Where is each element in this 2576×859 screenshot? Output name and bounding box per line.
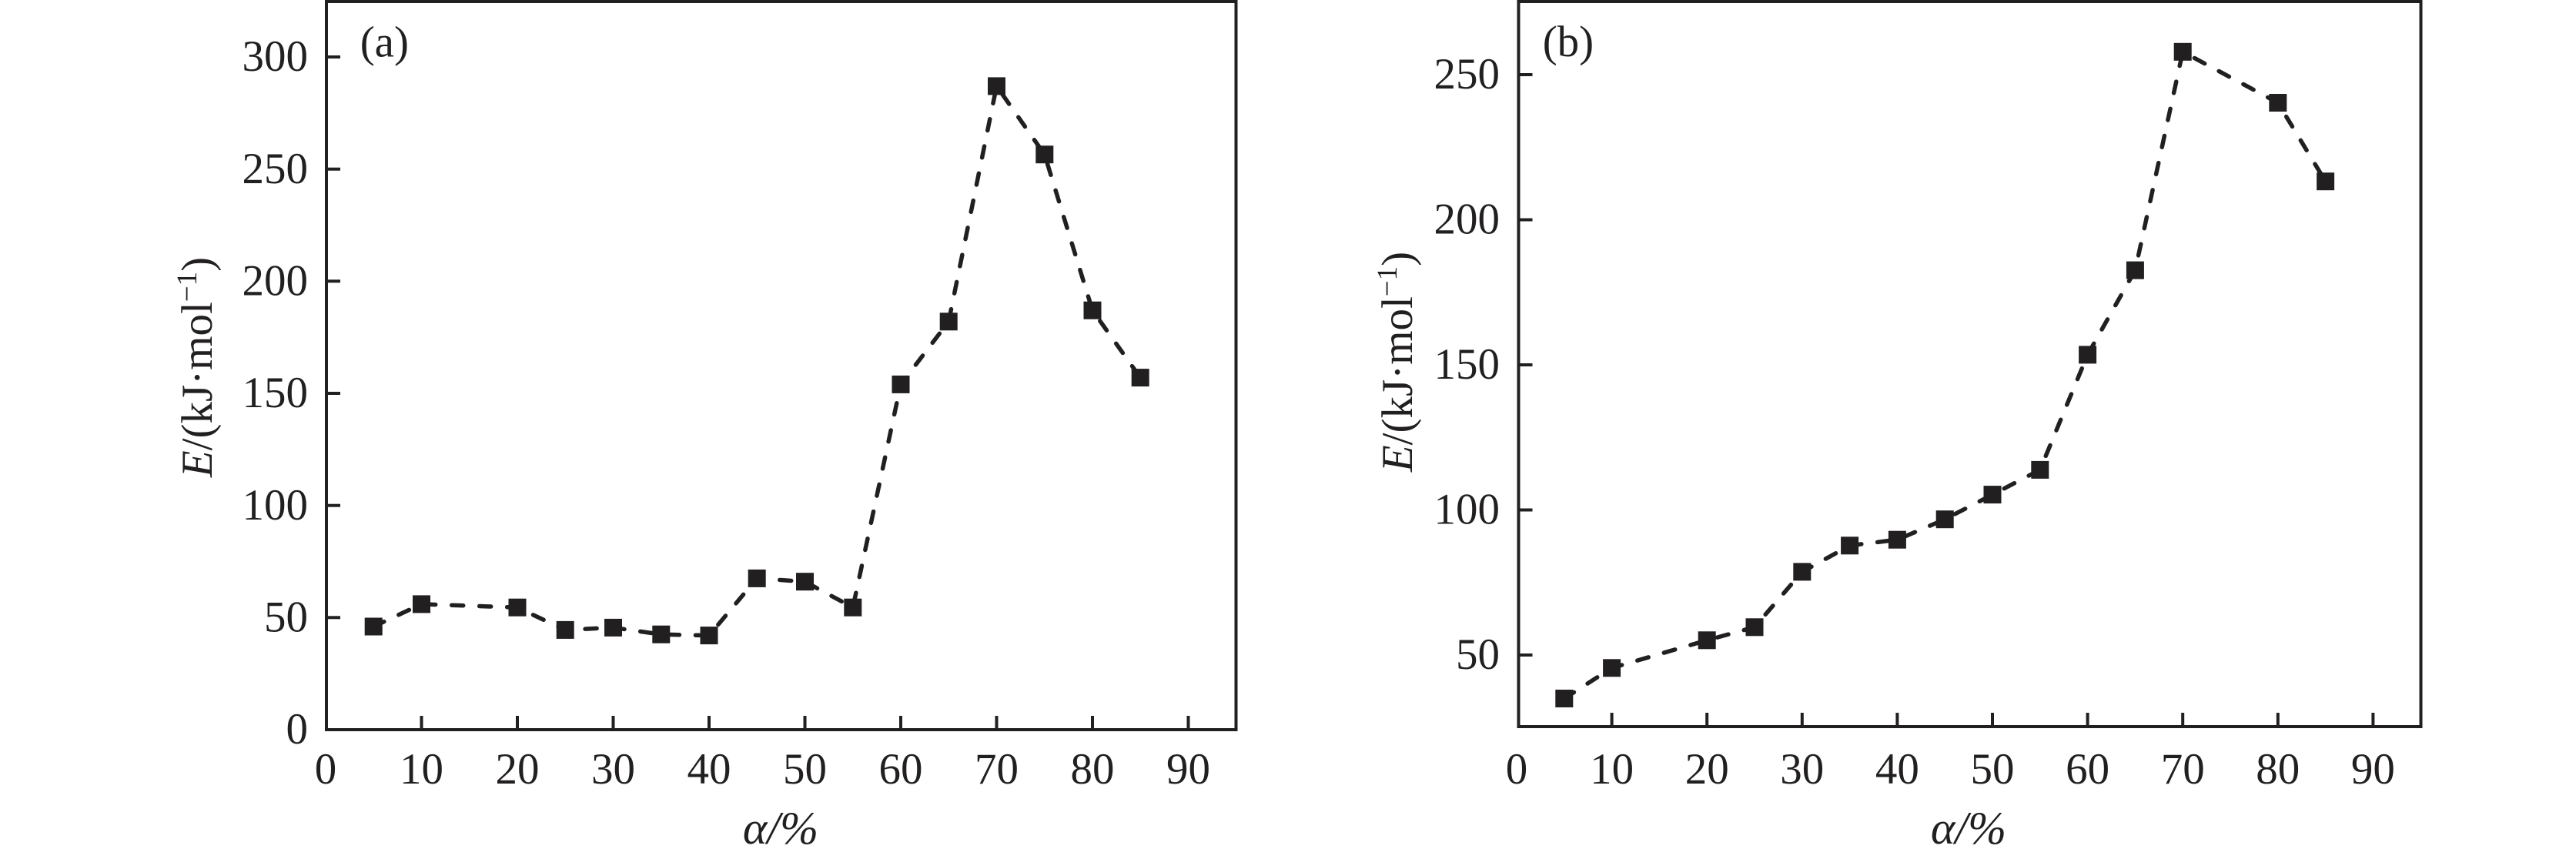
svg-text:(b): (b) (1543, 18, 1594, 66)
svg-text:90: 90 (1166, 745, 1210, 794)
svg-text:10: 10 (1590, 745, 1634, 794)
svg-text:30: 30 (1780, 745, 1824, 794)
svg-text:300: 300 (243, 32, 309, 81)
svg-text:0: 0 (1506, 745, 1528, 794)
svg-text:40: 40 (687, 745, 731, 794)
svg-text:200: 200 (1434, 196, 1500, 244)
svg-text:80: 80 (2256, 745, 2300, 794)
svg-text:α/%: α/% (743, 803, 818, 854)
svg-text:50: 50 (264, 593, 308, 642)
svg-text:250: 250 (243, 145, 309, 193)
svg-text:150: 150 (1434, 340, 1500, 389)
svg-text:50: 50 (1456, 630, 1500, 679)
svg-text:150: 150 (243, 369, 309, 417)
svg-text:0: 0 (286, 705, 309, 754)
svg-text:30: 30 (591, 745, 635, 794)
svg-text:0: 0 (315, 745, 337, 794)
svg-text:60: 60 (2066, 745, 2109, 794)
svg-text:(a): (a) (360, 18, 409, 66)
svg-text:20: 20 (496, 745, 540, 794)
svg-text:70: 70 (975, 745, 1019, 794)
svg-text:250: 250 (1434, 50, 1500, 99)
svg-text:50: 50 (783, 745, 827, 794)
svg-text:100: 100 (1434, 486, 1500, 534)
svg-text:90: 90 (2351, 745, 2395, 794)
svg-text:80: 80 (1071, 745, 1115, 794)
svg-text:10: 10 (400, 745, 443, 794)
svg-text:70: 70 (2161, 745, 2205, 794)
svg-text:20: 20 (1685, 745, 1729, 794)
svg-text:40: 40 (1875, 745, 1919, 794)
svg-text:α/%: α/% (1931, 803, 2006, 854)
svg-text:100: 100 (243, 481, 309, 530)
svg-text:200: 200 (243, 257, 309, 306)
svg-text:60: 60 (879, 745, 923, 794)
svg-text:50: 50 (1971, 745, 2015, 794)
